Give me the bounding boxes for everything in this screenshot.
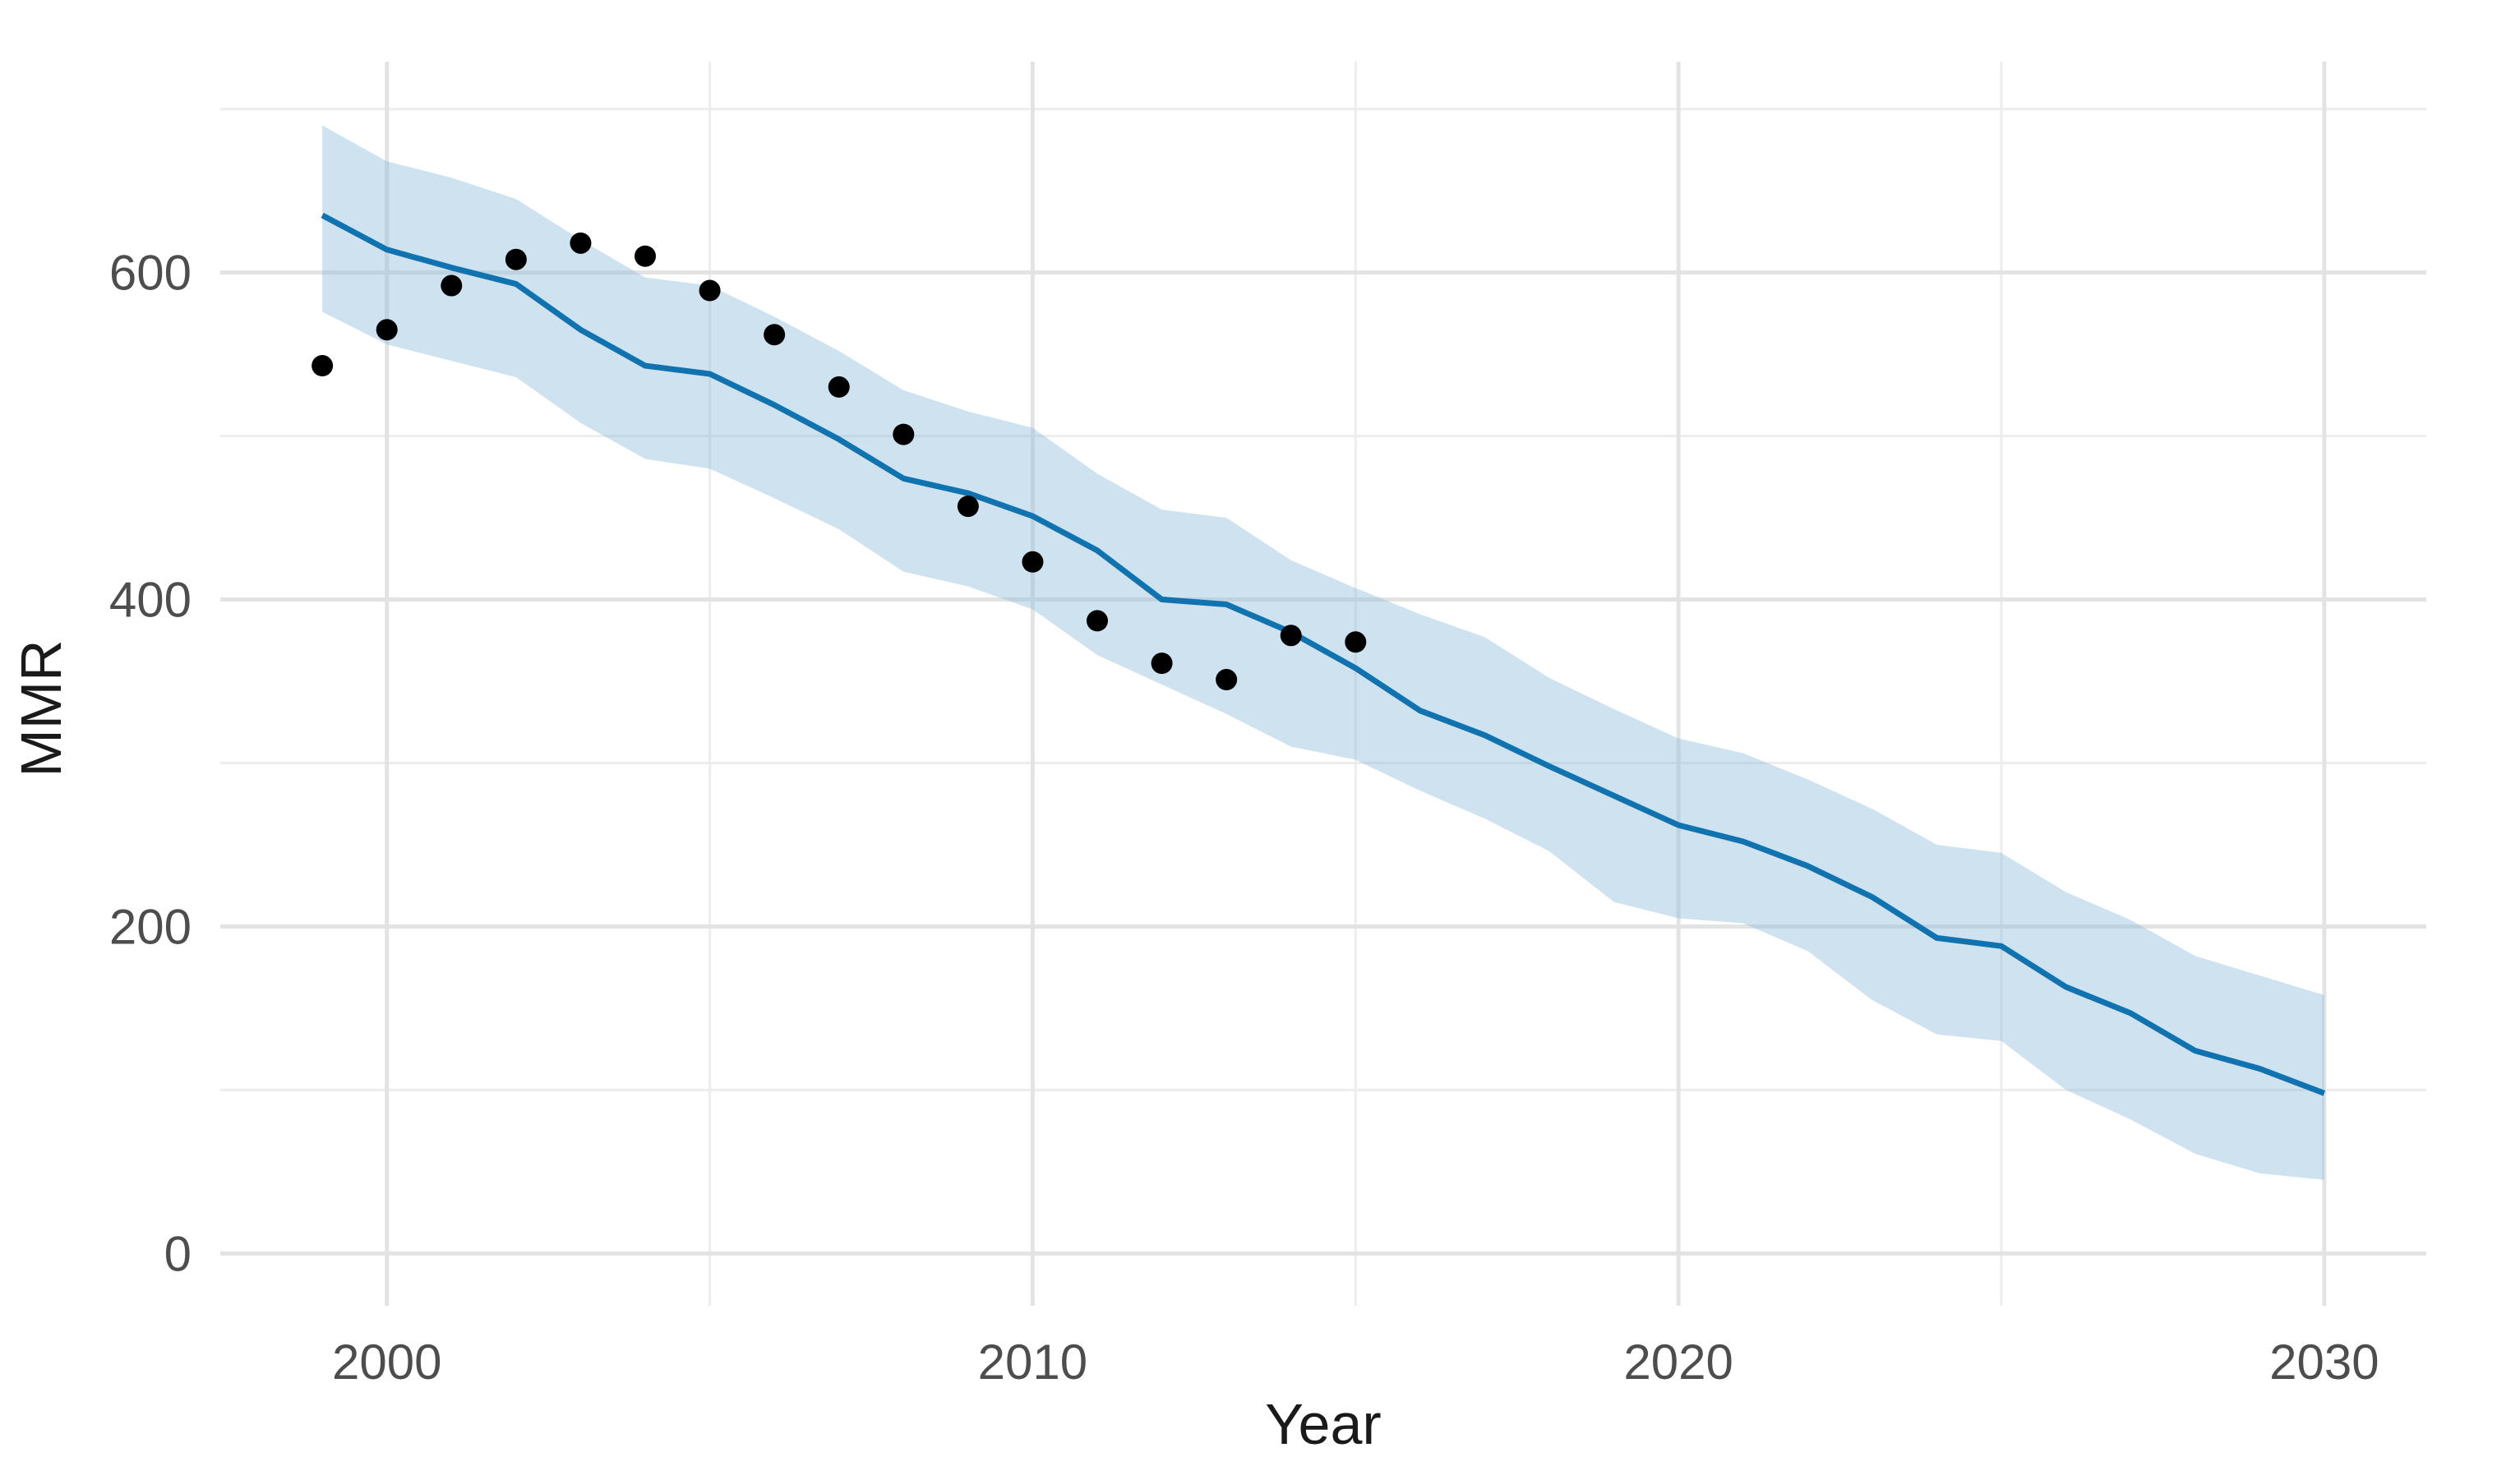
- y-axis-tick-label: 0: [164, 1226, 192, 1281]
- observed-data-point: [1345, 631, 1367, 653]
- x-axis-tick-label: 2010: [978, 1335, 1087, 1390]
- observed-data-point: [1216, 669, 1238, 691]
- observed-data-point: [376, 319, 398, 341]
- observed-data-point: [570, 232, 592, 254]
- observed-data-point: [1151, 652, 1173, 675]
- observed-data-point: [828, 376, 850, 398]
- x-axis-tick-label: 2030: [2269, 1335, 2379, 1390]
- observed-data-point: [312, 355, 334, 377]
- observed-data-point: [764, 324, 786, 346]
- observed-data-point: [505, 248, 527, 270]
- observed-data-point: [957, 496, 979, 518]
- x-axis-tick-label: 2020: [1623, 1335, 1733, 1390]
- x-axis-tick-label: 2000: [332, 1335, 441, 1390]
- y-axis-title: MMR: [9, 639, 73, 777]
- observed-data-point: [1022, 551, 1044, 573]
- observed-data-point: [441, 274, 463, 297]
- observed-data-point: [699, 279, 721, 302]
- observed-data-point: [635, 245, 656, 267]
- x-axis-title: Year: [1265, 1392, 1382, 1456]
- observed-data-point: [1280, 625, 1302, 647]
- observed-data-point: [893, 423, 915, 445]
- y-axis-tick-label: 400: [109, 573, 192, 628]
- y-axis-tick-label: 200: [109, 899, 192, 954]
- observed-data-point: [1087, 610, 1108, 632]
- projection-median-line: [321, 212, 2326, 1096]
- y-axis-tick-label: 600: [109, 246, 192, 301]
